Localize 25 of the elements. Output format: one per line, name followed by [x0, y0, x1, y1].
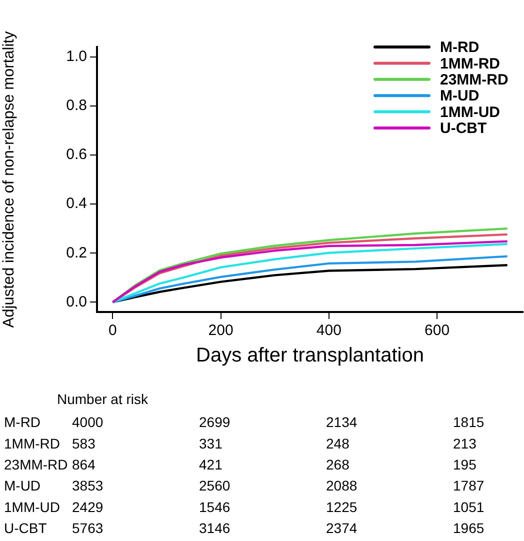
legend-label: 1MM-RD: [440, 55, 500, 72]
legend-label: 1MM-UD: [440, 104, 500, 121]
legend-label: 23MM-RD: [440, 72, 508, 89]
x-axis-title: Days after transplantation: [196, 344, 424, 367]
x-tick-label: 400: [316, 322, 342, 340]
legend-label: M-RD: [440, 39, 480, 56]
text: 1MM-RD 583 331 248 213: [4, 435, 476, 452]
text: 23MM-RD 864 421 268 195: [4, 456, 476, 472]
y-axis-title: Adjusted incidence of non-relapse mortality: [0, 31, 18, 328]
y-tick-label: 0.0: [66, 293, 87, 310]
text: U-CBT 5763 3146 2374 1965: [4, 520, 484, 536]
text: M-UD 3853 2560 2088 1787: [4, 478, 484, 494]
text: M-RD 4000 2699 2134 1815: [4, 414, 484, 430]
legend-label: M-UD: [440, 88, 480, 105]
y-tick-label: 0.4: [66, 195, 87, 212]
text: Number at risk: [57, 390, 150, 407]
x-tick-label: 200: [208, 322, 234, 340]
y-tick-label: 0.8: [66, 97, 87, 114]
x-tick-label: 0: [108, 322, 117, 340]
y-tick-label: 0.2: [66, 244, 87, 262]
y-tick-label: 0.6: [66, 146, 87, 164]
legend-label: U-CBT: [440, 120, 487, 138]
x-tick-label: 600: [424, 322, 450, 340]
text: 1MM-UD 2429 1546 1225 1051: [4, 498, 484, 515]
y-tick-label: 1.0: [66, 48, 87, 65]
